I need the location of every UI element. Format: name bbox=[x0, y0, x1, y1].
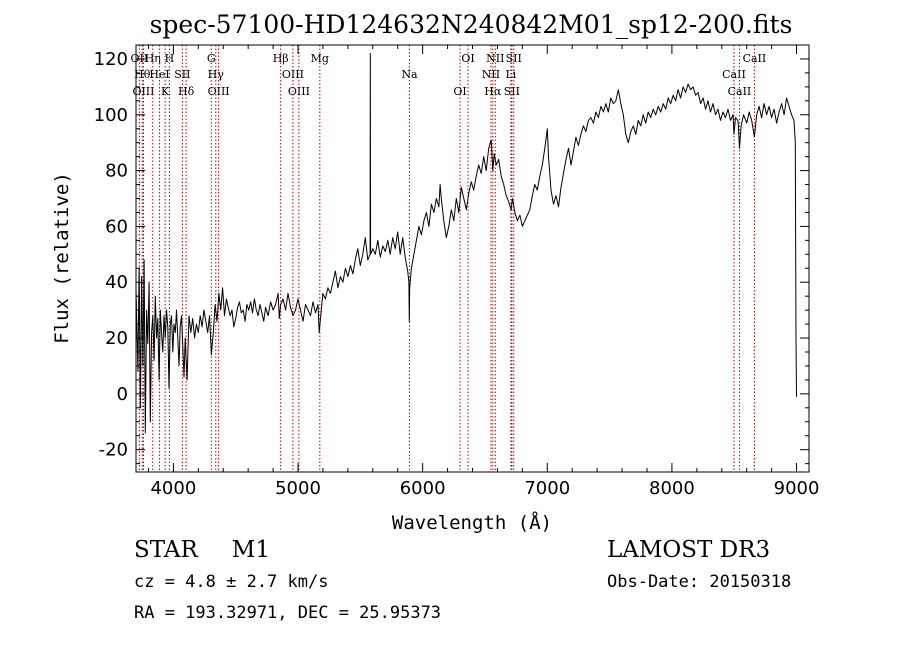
line-marker-label: HeI bbox=[149, 68, 169, 81]
y-tick-label: -20 bbox=[99, 440, 128, 461]
line-marker-label: G bbox=[207, 52, 216, 65]
line-marker-label: CaII bbox=[743, 52, 767, 65]
line-marker-label: Na bbox=[401, 68, 418, 81]
spectral-class: STAR M1 bbox=[134, 537, 270, 563]
class-label: STAR bbox=[134, 537, 198, 563]
line-marker-label: NII bbox=[486, 52, 504, 65]
line-marker-label: Mg bbox=[311, 52, 329, 65]
x-tick-label: 5000 bbox=[275, 478, 321, 499]
line-marker-label: Hθ bbox=[134, 68, 151, 81]
line-marker-label: Hγ bbox=[208, 68, 225, 81]
line-marker-label: Hδ bbox=[178, 85, 195, 98]
line-marker-label: SII bbox=[504, 85, 520, 98]
chart-title: spec-57100-HD124632N240842M01_sp12-200.f… bbox=[150, 10, 793, 39]
y-axis-label: Flux (relative) bbox=[51, 172, 73, 344]
line-marker-label: OIII bbox=[208, 85, 230, 98]
x-tick-label: 6000 bbox=[400, 478, 446, 499]
x-tick-label: 9000 bbox=[774, 478, 820, 499]
series-layer bbox=[135, 52, 797, 434]
y-tick-label: 0 bbox=[117, 384, 128, 405]
line-marker-label: NII bbox=[482, 68, 500, 81]
y-tick-label: 40 bbox=[105, 272, 128, 293]
y-tick-label: 100 bbox=[94, 105, 128, 126]
x-tick-label: 4000 bbox=[150, 478, 196, 499]
y-tick-label: 80 bbox=[105, 161, 128, 182]
x-tick-label: 7000 bbox=[524, 478, 570, 499]
y-tick-label: 120 bbox=[94, 49, 128, 70]
line-marker-label: SII bbox=[174, 68, 190, 81]
line-marker-label: CaII bbox=[728, 85, 752, 98]
line-marker-label: OI bbox=[461, 52, 474, 65]
y-tick-label: 20 bbox=[105, 328, 128, 349]
flux-series-line bbox=[135, 52, 797, 434]
line-marker-label: H bbox=[165, 52, 175, 65]
line-marker-label: Hα bbox=[484, 85, 502, 98]
line-marker-label: Hη bbox=[145, 52, 161, 65]
subclass-label: M1 bbox=[231, 537, 270, 563]
survey-label: LAMOST DR3 bbox=[607, 537, 771, 563]
obs-date-label: Obs-Date: 20150318 bbox=[607, 572, 792, 592]
line-marker-label: SII bbox=[506, 52, 522, 65]
x-axis-label: Wavelength (Å) bbox=[392, 511, 552, 534]
line-marker-label: OIII bbox=[282, 68, 304, 81]
line-marker-label: Li bbox=[505, 68, 516, 81]
line-marker-layer: OIIHθOIIIHηHeIKHSIIHδGHγOIIIHβOIIIOIIIMg… bbox=[131, 45, 767, 472]
line-marker-label: Hβ bbox=[273, 52, 289, 65]
line-marker-label: OIII bbox=[288, 85, 310, 98]
x-tick-label: 8000 bbox=[649, 478, 695, 499]
coordinates-label: RA = 193.32971, DEC = 25.95373 bbox=[134, 603, 442, 623]
line-marker-label: CaII bbox=[722, 68, 746, 81]
redshift-label: cz = 4.8 ± 2.7 km/s bbox=[134, 572, 329, 592]
y-tick-label: 60 bbox=[105, 216, 128, 237]
line-marker-label: OI bbox=[453, 85, 466, 98]
line-marker-label: OIII bbox=[132, 85, 154, 98]
tick-layer: 4000 5000 6000 7000 8000 9000 -20 0 20 40 60 80 100 1… bbox=[94, 45, 820, 499]
plot-frame bbox=[135, 44, 810, 473]
line-marker-label: K bbox=[161, 85, 170, 98]
